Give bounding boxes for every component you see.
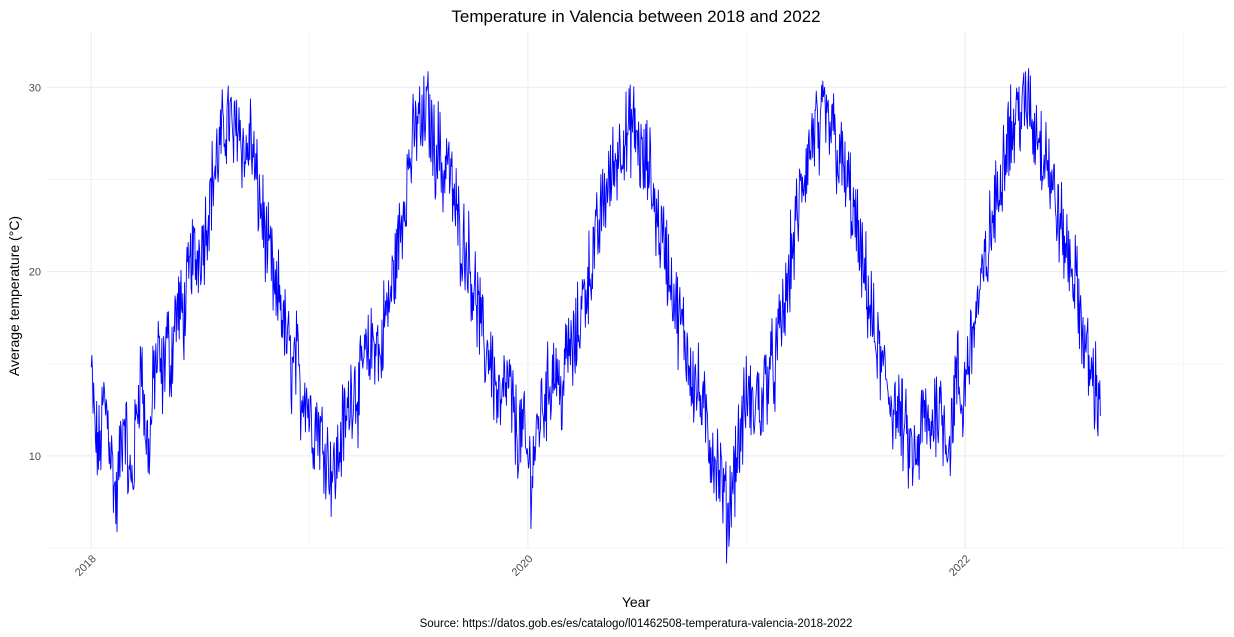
x-tick-labels: 2018 2020 2022 bbox=[73, 553, 973, 579]
x-tick-label: 2018 bbox=[73, 553, 99, 579]
y-axis-title: Average temperature (°C) bbox=[6, 216, 22, 376]
major-gridlines bbox=[47, 32, 1226, 548]
y-tick-labels: 10 20 30 bbox=[29, 82, 41, 463]
y-tick-label: 20 bbox=[29, 267, 41, 279]
x-tick-label: 2022 bbox=[947, 553, 973, 579]
x-tick-label: 2020 bbox=[510, 553, 536, 579]
chart-title: Temperature in Valencia between 2018 and… bbox=[451, 7, 820, 26]
y-tick-label: 30 bbox=[29, 82, 41, 94]
source-caption: Source: https://datos.gob.es/es/catalogo… bbox=[420, 618, 853, 630]
series-layer bbox=[90, 68, 1101, 564]
minor-gridlines bbox=[47, 32, 1226, 549]
temperature-series-line bbox=[90, 68, 1101, 564]
x-axis-title: Year bbox=[622, 594, 651, 610]
y-tick-label: 10 bbox=[29, 451, 41, 463]
